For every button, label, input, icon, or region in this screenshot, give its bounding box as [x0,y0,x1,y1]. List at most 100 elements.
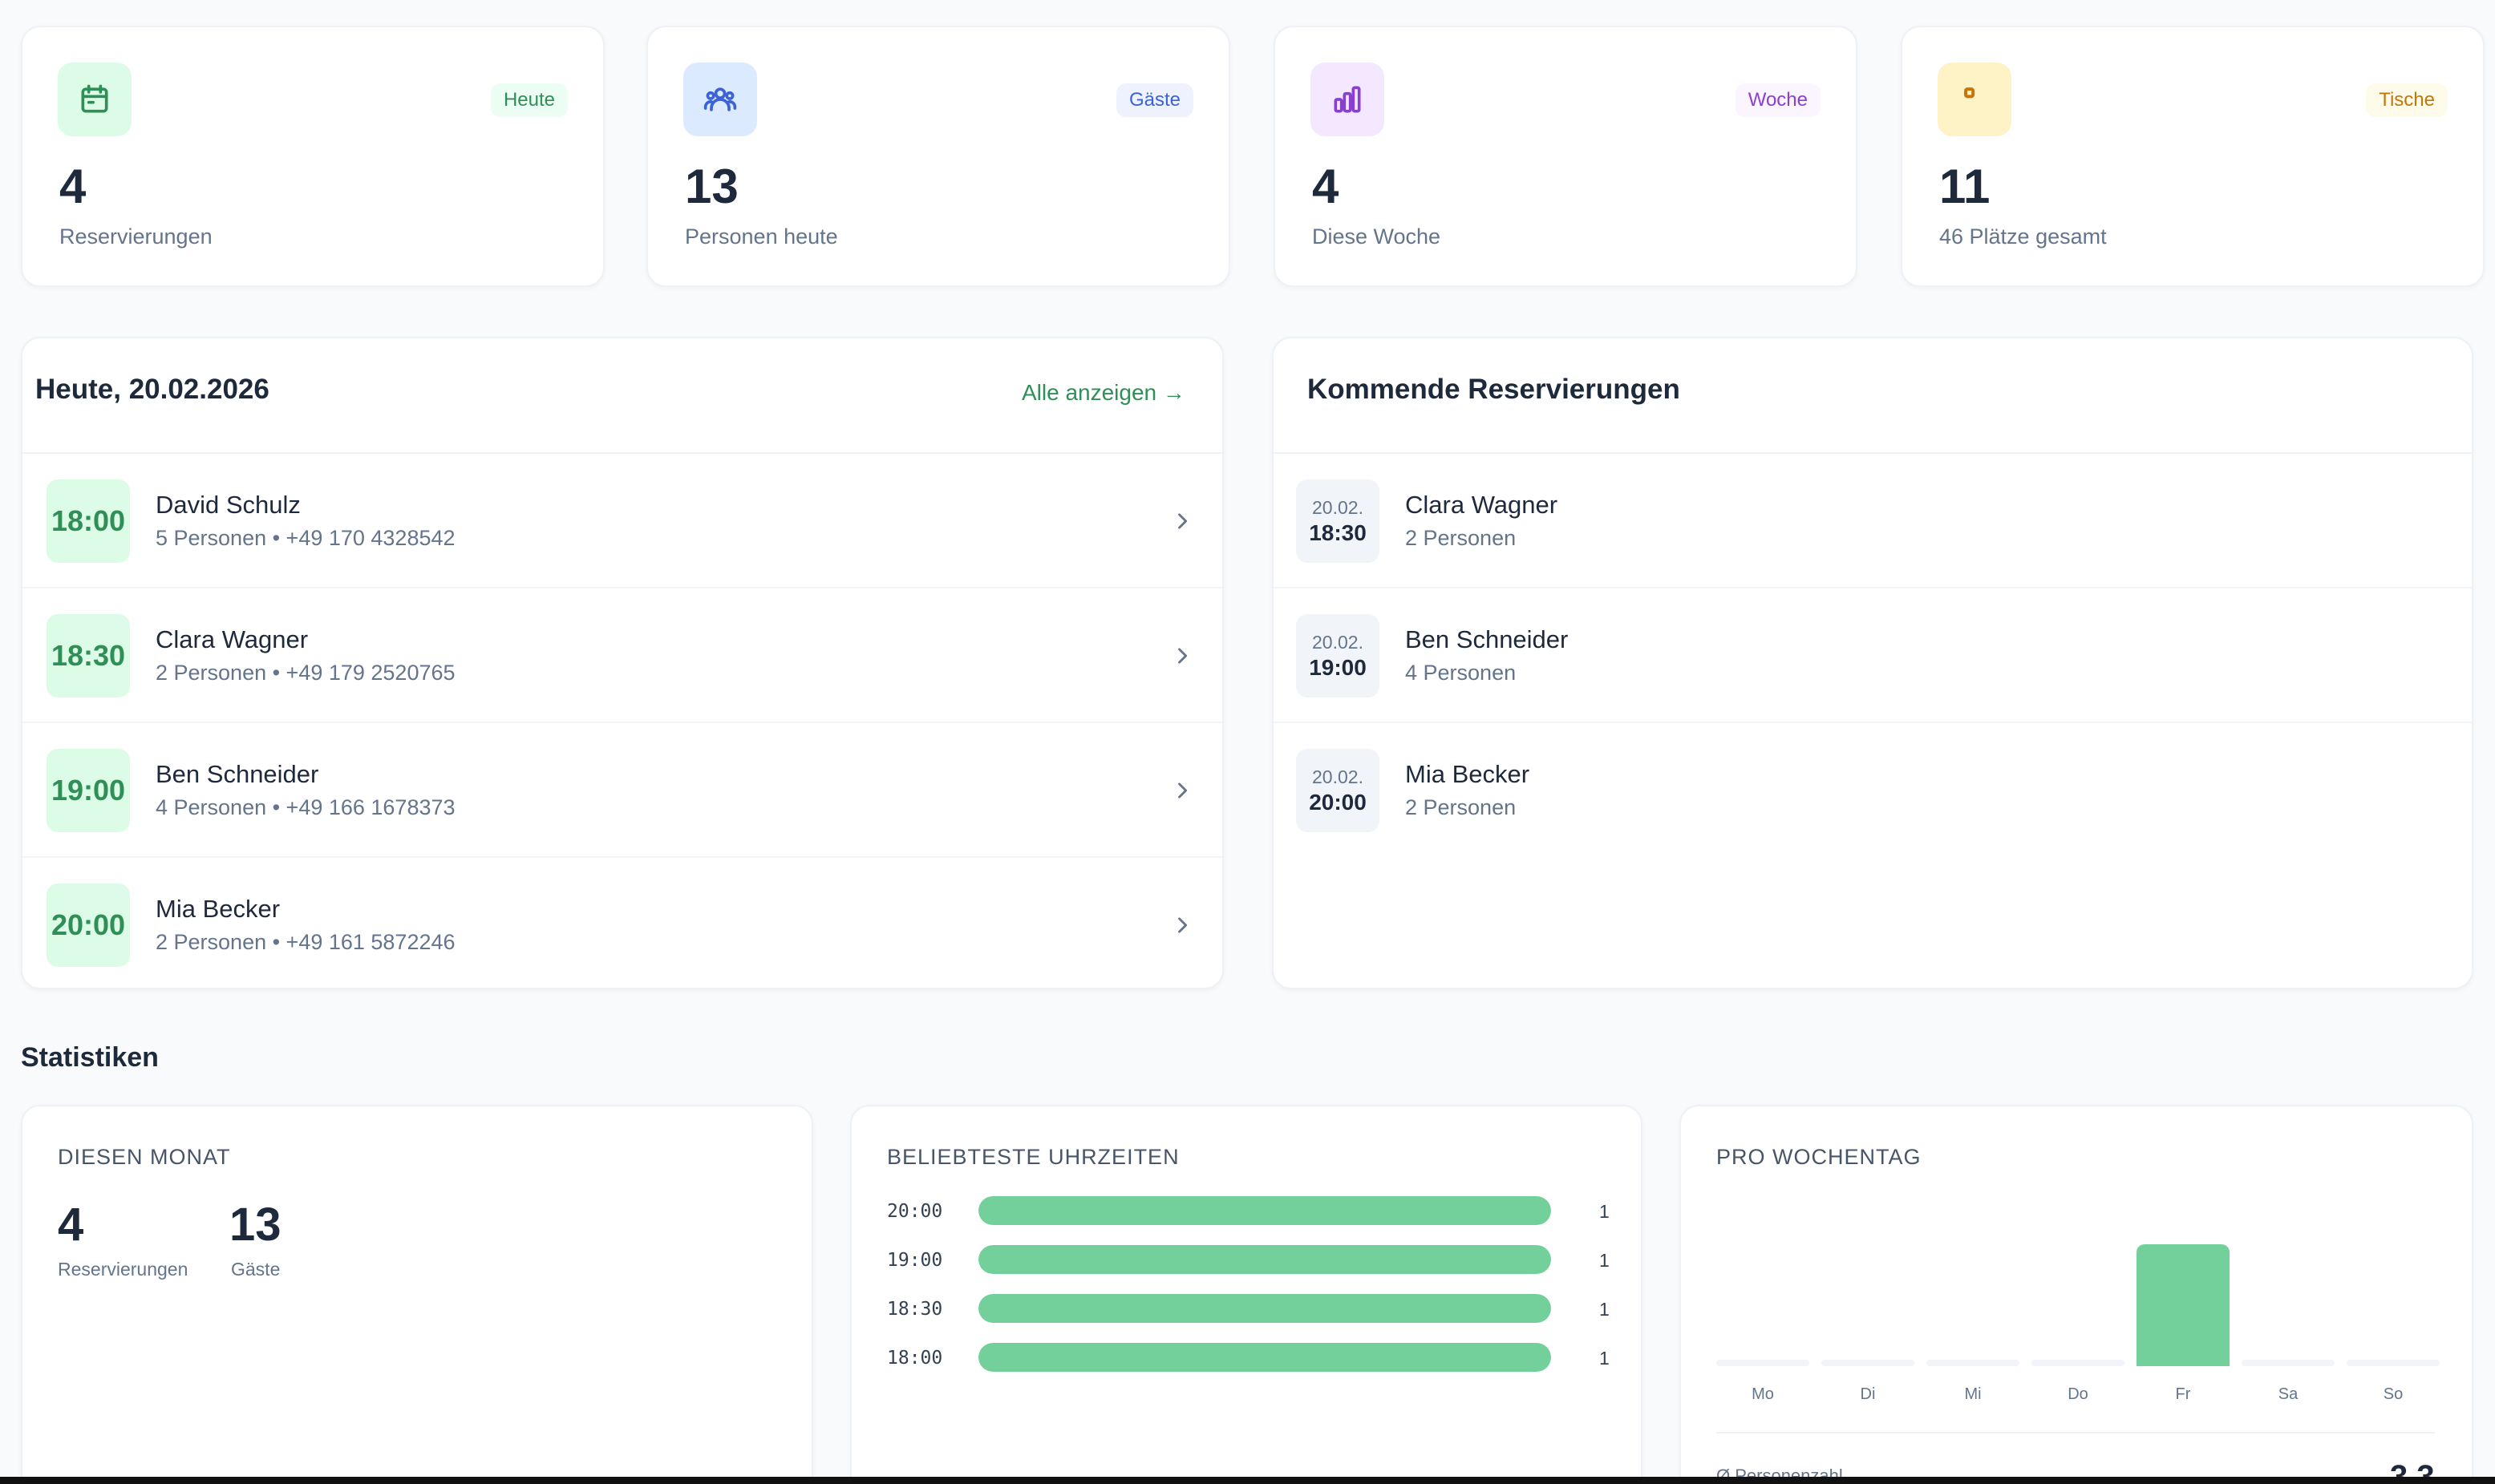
statistics-title: Statistiken [21,1042,159,1073]
upcoming-name[interactable]: Mia Becker [1405,760,1530,788]
calendar-icon [58,63,132,136]
stat-value: 4 [59,160,87,213]
upcoming-details: 4 Personen [1405,661,1517,685]
weekday-baseline [1926,1360,2019,1366]
users-icon [683,63,757,136]
stat-card: Tische 11 46 Plätze gesamt [1901,26,2485,287]
stat-value: 4 [1312,160,1339,213]
stat-label: Personen heute [685,224,838,249]
show-all-link[interactable]: Alle anzeigen → [1022,380,1185,405]
reservation-time: 20:00 [47,884,130,967]
weekday-baseline [2347,1360,2440,1366]
popular-time-bar-track [978,1294,1551,1323]
today-panel-title: Heute, 20.02.2026 [35,374,269,405]
popular-times-title: BELIEBTESTE UHRZEITEN [887,1145,1180,1169]
bar-chart-icon [1310,63,1384,136]
popular-time-bar-track [978,1196,1551,1225]
popular-time-count: 1 [1599,1250,1610,1271]
stat-label: 46 Plätze gesamt [1939,224,2107,249]
popular-time-bar [978,1343,1551,1372]
reservation-time: 18:00 [47,479,130,563]
stat-label: Reservierungen [59,224,213,249]
stat-value: 11 [1939,160,1991,213]
weekday-baseline [2031,1360,2124,1366]
reservation-name[interactable]: Mia Becker [156,895,281,923]
month-reservations-label: Reservierungen [58,1259,188,1280]
table-icon [1938,63,2011,136]
weekday-card [1679,1105,2473,1484]
divider [22,452,1222,454]
popular-time-bar-track [978,1343,1551,1372]
chevron-right-icon[interactable] [1171,510,1193,532]
stat-card: Gäste 13 Personen heute [646,26,1230,287]
weekday-label: Do [2068,1385,2088,1403]
bottom-edge [0,1477,2495,1484]
weekday-title: PRO WOCHENTAG [1716,1145,1922,1169]
popular-time-count: 1 [1599,1201,1610,1222]
popular-time-bar [978,1245,1551,1274]
today-panel [21,337,1224,989]
upcoming-details: 2 Personen [1405,795,1517,819]
upcoming-time: 20:00 [1309,789,1367,815]
upcoming-date: 20.02. [1312,631,1363,653]
popular-time-count: 1 [1599,1299,1610,1320]
row-divider [22,587,1222,588]
reservation-time: 19:00 [47,749,130,832]
divider [1274,452,2472,454]
popular-time-bar [978,1196,1551,1225]
reservation-details: 4 Personen • +49 166 1678373 [156,795,456,819]
stat-badge: Tische [2366,83,2448,117]
upcoming-time: 18:30 [1309,520,1367,545]
row-divider [22,856,1222,858]
upcoming-date: 20.02. [1312,496,1363,518]
month-guests-value: 13 [229,1199,281,1251]
weekday-baseline [1716,1360,1809,1366]
reservation-details: 2 Personen • +49 179 2520765 [156,661,456,685]
month-title: DIESEN MONAT [58,1145,231,1169]
upcoming-panel [1272,337,2473,989]
stat-card: Woche 4 Diese Woche [1274,26,1857,287]
popular-time-count: 1 [1599,1348,1610,1369]
popular-time-bar [978,1294,1551,1323]
upcoming-name[interactable]: Ben Schneider [1405,625,1569,653]
upcoming-date: 20.02. [1312,766,1363,787]
weekday-label: So [2383,1385,2404,1403]
upcoming-date-badge: 20.02. 20:00 [1296,749,1379,832]
stat-card: Heute 4 Reservierungen [21,26,605,287]
reservation-details: 5 Personen • +49 170 4328542 [156,526,456,550]
reservation-name[interactable]: Ben Schneider [156,760,319,788]
weekday-label: Mi [1964,1385,1982,1403]
chevron-right-icon[interactable] [1171,779,1193,802]
reservation-details: 2 Personen • +49 161 5872246 [156,930,456,954]
upcoming-date-badge: 20.02. 19:00 [1296,614,1379,698]
weekday-bar [2137,1244,2230,1366]
row-divider [22,722,1222,723]
weekday-baseline [1821,1360,1914,1366]
popular-time-label: 19:00 [887,1250,943,1271]
month-guests-label: Gäste [231,1259,281,1280]
weekday-label: Mo [1752,1385,1774,1403]
reservation-time: 18:30 [47,614,130,698]
row-divider [1274,587,2472,588]
weekday-label: Sa [2278,1385,2299,1403]
weekday-label: Di [1860,1385,1876,1403]
stat-badge: Woche [1735,83,1821,117]
popular-time-label: 20:00 [887,1201,943,1222]
popular-time-label: 18:30 [887,1299,943,1320]
upcoming-details: 2 Personen [1405,526,1517,550]
month-reservations-value: 4 [58,1199,84,1251]
divider [1716,1432,2435,1433]
stat-badge: Gäste [1116,83,1193,117]
stat-badge: Heute [490,83,568,117]
stat-label: Diese Woche [1312,224,1441,249]
stat-value: 13 [685,160,739,213]
chevron-right-icon[interactable] [1171,914,1193,936]
upcoming-name[interactable]: Clara Wagner [1405,491,1558,519]
weekday-label: Fr [2175,1385,2191,1403]
reservation-name[interactable]: David Schulz [156,491,301,519]
chevron-right-icon[interactable] [1171,645,1193,667]
upcoming-panel-title: Kommende Reservierungen [1307,374,1680,405]
reservation-name[interactable]: Clara Wagner [156,625,309,653]
popular-time-label: 18:00 [887,1348,943,1369]
month-card [21,1105,813,1484]
